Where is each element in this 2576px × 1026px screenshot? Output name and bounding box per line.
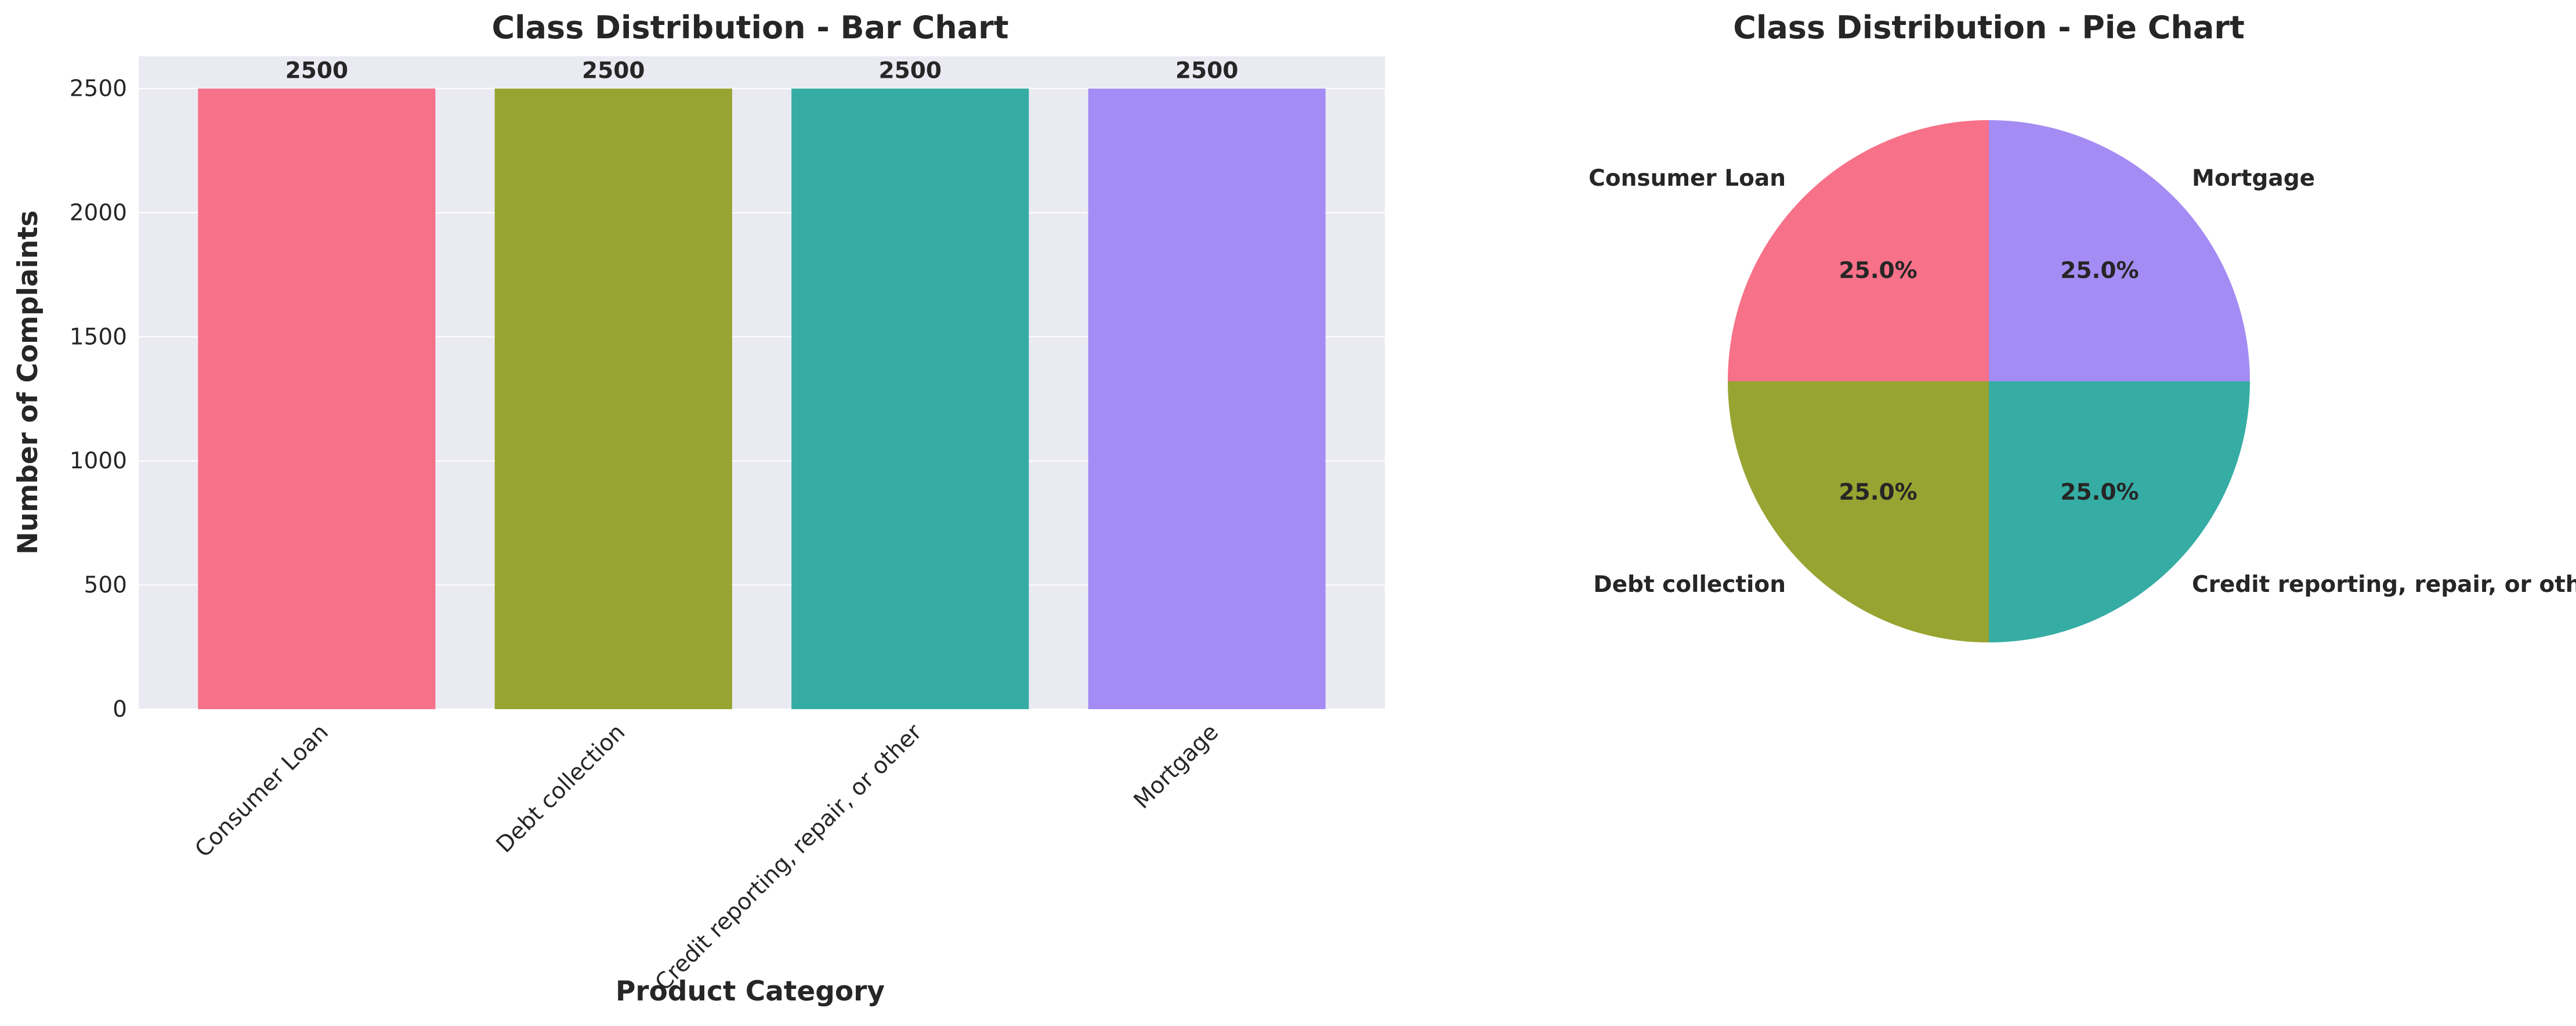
- y-tick-label: 0: [113, 696, 127, 722]
- bar: [494, 88, 732, 709]
- bar-value-label: 2500: [285, 58, 349, 84]
- bar-series: [198, 88, 1326, 709]
- bar-chart: Class Distribution - Bar Chart 2500 2500 2…: [12, 9, 1385, 1007]
- pie-category-label: Consumer Loan: [1589, 165, 1786, 192]
- y-tick-label: 2500: [70, 76, 127, 102]
- pie-percent-label: 25.0%: [2060, 258, 2139, 284]
- pie-slice: [1989, 381, 2250, 642]
- pie-percent-label: 25.0%: [2060, 479, 2139, 505]
- pie-chart: Class Distribution - Pie Chart 25.0%25.0…: [1589, 9, 2576, 642]
- bar-value-label: 2500: [582, 58, 645, 84]
- pie-slice: [1728, 120, 1989, 381]
- bar-value-label: 2500: [1175, 58, 1239, 84]
- pie-percent-label: 25.0%: [1839, 258, 1917, 284]
- pie-category-label: Credit reporting, repair, or other: [2192, 572, 2576, 598]
- pie-category-labels: Consumer Loan Debt collection Credit repor…: [1589, 165, 2576, 598]
- y-tick-label: 1000: [70, 448, 127, 474]
- y-tick-label: 500: [84, 572, 127, 598]
- pie-percent-label: 25.0%: [1839, 479, 1917, 505]
- pie-category-label: Mortgage: [2192, 165, 2315, 192]
- x-axis-label: Product Category: [616, 976, 885, 1007]
- bar: [791, 88, 1029, 709]
- pie-percent-labels: 25.0% 25.0% 25.0% 25.0%: [1839, 258, 2139, 505]
- pie-chart-title: Class Distribution - Pie Chart: [1733, 9, 2245, 46]
- bar-value-label: 2500: [878, 58, 942, 84]
- bar-chart-title: Class Distribution - Bar Chart: [491, 9, 1008, 46]
- bar: [1088, 88, 1326, 709]
- pie-slice: [1728, 381, 1989, 642]
- y-axis-label: Number of Complaints: [12, 210, 44, 554]
- bar-value-labels: 2500 2500 2500 2500: [285, 58, 1239, 84]
- pie-category-label: Debt collection: [1593, 572, 1786, 598]
- pie-slices: [1728, 120, 2250, 642]
- bar: [198, 88, 436, 709]
- y-tick-label: 2000: [70, 200, 127, 226]
- y-tick-label: 1500: [70, 324, 127, 350]
- pie-slice: [1989, 120, 2250, 381]
- y-axis-ticks: 0 500 1000 1500 2000 2500: [70, 76, 127, 722]
